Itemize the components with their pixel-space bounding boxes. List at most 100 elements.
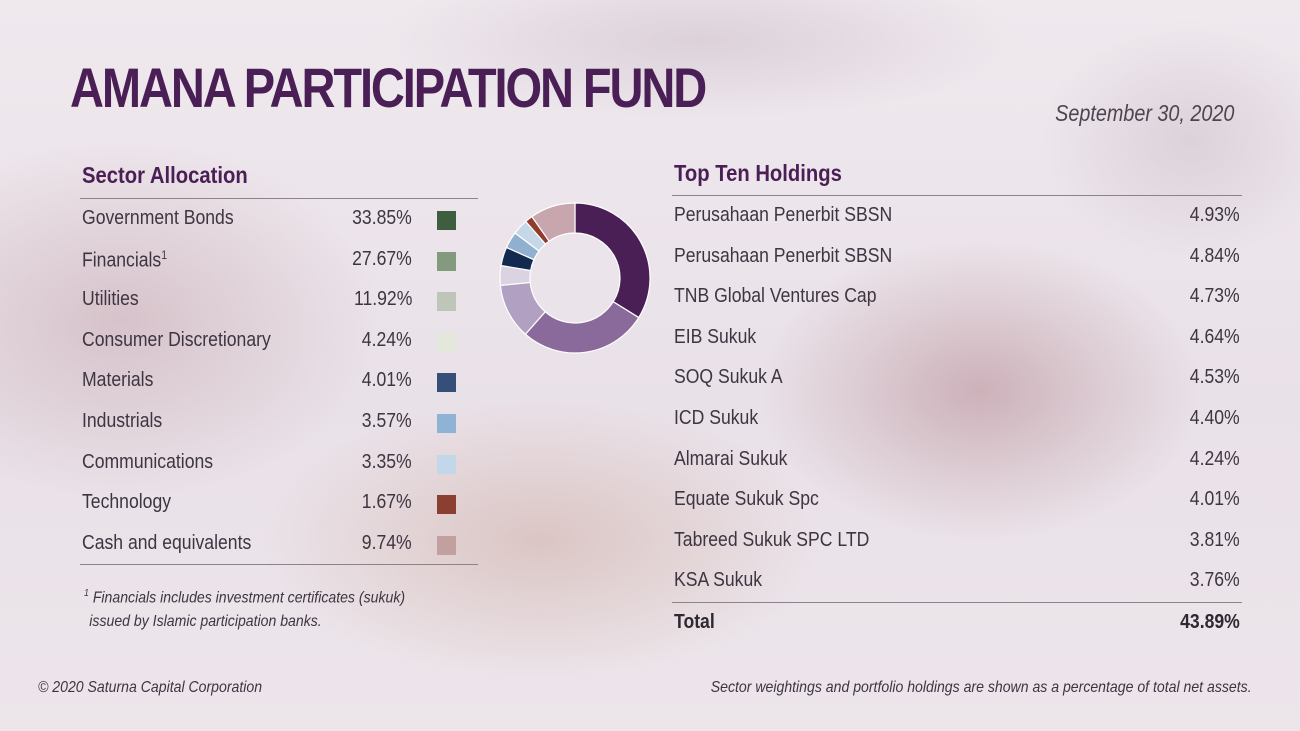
sector-name-text: Consumer Discretionary: [82, 328, 271, 351]
legend-swatch: [437, 535, 456, 555]
sector-row: Industrials 3.57%: [80, 402, 478, 443]
holding-row: KSA Sukuk 3.76%: [672, 561, 1242, 602]
legend-swatch: [437, 211, 456, 230]
holding-value: 3.76%: [1190, 569, 1240, 592]
holding-value: 4.53%: [1190, 366, 1240, 389]
sector-value: 3.57%: [362, 409, 412, 432]
sector-row: Communications 3.35%: [80, 443, 478, 484]
holding-name: Tabreed Sukuk SPC LTD: [674, 528, 870, 551]
holdings-total-row: Total 43.89%: [672, 601, 1242, 644]
holdings-total-label: Total: [674, 610, 715, 633]
sector-name: Consumer Discretionary: [82, 329, 271, 352]
holding-name: TNB Global Ventures Cap: [674, 285, 877, 308]
holding-name: ICD Sukuk: [674, 406, 759, 429]
sector-name: Industrials: [82, 410, 162, 433]
page-title: AMANA PARTICIPATION FUND: [70, 56, 707, 119]
top-holdings-table: Perusahaan Penerbit SBSN 4.93% Perusahaan …: [672, 195, 1242, 644]
sector-name-text: Industrials: [82, 409, 163, 432]
footnote-text-2: issued by Islamic participation banks.: [89, 613, 322, 631]
holding-value: 4.64%: [1190, 325, 1240, 348]
sector-value: 33.85%: [352, 207, 412, 229]
sector-name: Financials1: [82, 248, 167, 273]
legend-swatch: [437, 332, 456, 352]
sector-row: Government Bonds 33.85%: [80, 199, 478, 240]
sector-value: 1.67%: [362, 491, 412, 514]
holding-name: KSA Sukuk: [674, 569, 763, 592]
holding-row: ICD Sukuk 4.40%: [672, 399, 1242, 440]
holding-row: EIB Sukuk 4.64%: [672, 318, 1242, 359]
holding-name: EIB Sukuk: [674, 325, 757, 348]
copyright: © 2020 Saturna Capital Corporation: [38, 679, 263, 696]
holding-name: Perusahaan Penerbit SBSN: [674, 204, 893, 226]
holding-name: Almarai Sukuk: [674, 447, 788, 470]
holding-row: TNB Global Ventures Cap 4.73%: [672, 277, 1242, 318]
sector-value: 4.24%: [362, 328, 412, 351]
sector-allocation-table: Government Bonds 33.85% Financials1 27.67% U…: [80, 198, 478, 566]
sector-name-text: Utilities: [82, 288, 139, 311]
sector-name: Technology: [82, 491, 171, 514]
footnote-line-1: 1 Financials includes investment certifi…: [84, 582, 405, 610]
footnote-line-2: issued by Islamic participation banks.: [84, 610, 405, 634]
bg-spice-spoon: [260, 400, 820, 680]
sector-name-text: Cash and equivalents: [82, 531, 252, 554]
sector-name: Utilities: [82, 288, 139, 311]
holding-value: 4.24%: [1190, 447, 1240, 470]
sector-name-text: Technology: [82, 491, 172, 514]
sector-row: Materials 4.01%: [80, 361, 478, 402]
disclaimer: Sector weightings and portfolio holdings…: [711, 679, 1252, 696]
legend-swatch: [437, 495, 456, 515]
sector-row: Cash and equivalents 9.74%: [80, 524, 478, 565]
holding-value: 4.73%: [1190, 285, 1240, 308]
holding-name: SOQ Sukuk A: [674, 366, 783, 389]
holding-name: Perusahaan Penerbit SBSN: [674, 244, 893, 267]
sector-name-text: Financials: [82, 249, 162, 272]
holding-row: SOQ Sukuk A 4.53%: [672, 358, 1242, 399]
report-date: September 30, 2020: [1054, 100, 1234, 126]
holding-value: 4.40%: [1190, 406, 1240, 429]
sector-name-text: Materials: [82, 369, 154, 392]
holding-row: Almarai Sukuk 4.24%: [672, 440, 1242, 481]
legend-swatch: [437, 292, 456, 312]
holding-value: 4.93%: [1190, 204, 1240, 226]
legend-swatch: [437, 413, 456, 433]
holding-row: Tabreed Sukuk SPC LTD 3.81%: [672, 521, 1242, 562]
holdings-total-value: 43.89%: [1180, 610, 1240, 633]
bg-bowl-right: [760, 240, 1200, 540]
footnote-text-1: Financials includes investment certifica…: [92, 589, 406, 607]
holding-name: Equate Sukuk Spc: [674, 488, 819, 511]
legend-swatch: [437, 454, 456, 474]
sector-name-text: Communications: [82, 450, 214, 473]
legend-swatch: [437, 251, 456, 271]
sector-name: Government Bonds: [82, 207, 234, 230]
sector-row: Utilities 11.92%: [80, 280, 478, 321]
sector-name: Communications: [82, 451, 213, 474]
holding-row: Perusahaan Penerbit SBSN 4.93%: [672, 196, 1242, 237]
donut-slice-cash-and-equivalents: [531, 202, 576, 242]
sector-value: 11.92%: [353, 288, 412, 311]
sector-name: Materials: [82, 369, 153, 392]
footnote: 1 Financials includes investment certifi…: [84, 582, 405, 634]
legend-swatch: [437, 373, 456, 393]
sector-value: 4.01%: [362, 369, 412, 392]
donut-slice-financials: [524, 300, 640, 354]
sector-value: 27.67%: [352, 247, 412, 270]
sector-value: 3.35%: [362, 450, 412, 473]
sector-footnote-marker: 1: [161, 247, 168, 262]
sector-value: 9.74%: [362, 531, 412, 554]
sector-row: Technology 1.67%: [80, 483, 478, 524]
holding-value: 4.01%: [1190, 488, 1240, 511]
sector-row: Financials1 27.67%: [80, 240, 478, 281]
sector-donut-chart: [499, 202, 651, 354]
top-holdings-heading: Top Ten Holdings: [674, 160, 842, 186]
sector-name-text: Government Bonds: [82, 207, 234, 229]
holding-row: Perusahaan Penerbit SBSN 4.84%: [672, 237, 1242, 278]
bg-highlight-right: [1040, 20, 1300, 260]
sector-name: Cash and equivalents: [82, 532, 251, 555]
donut-slice-government-bonds: [574, 202, 651, 319]
sector-allocation-heading: Sector Allocation: [82, 162, 248, 188]
footnote-marker: 1: [84, 588, 89, 599]
sector-row: Consumer Discretionary 4.24%: [80, 321, 478, 362]
holding-row: Equate Sukuk Spc 4.01%: [672, 480, 1242, 521]
